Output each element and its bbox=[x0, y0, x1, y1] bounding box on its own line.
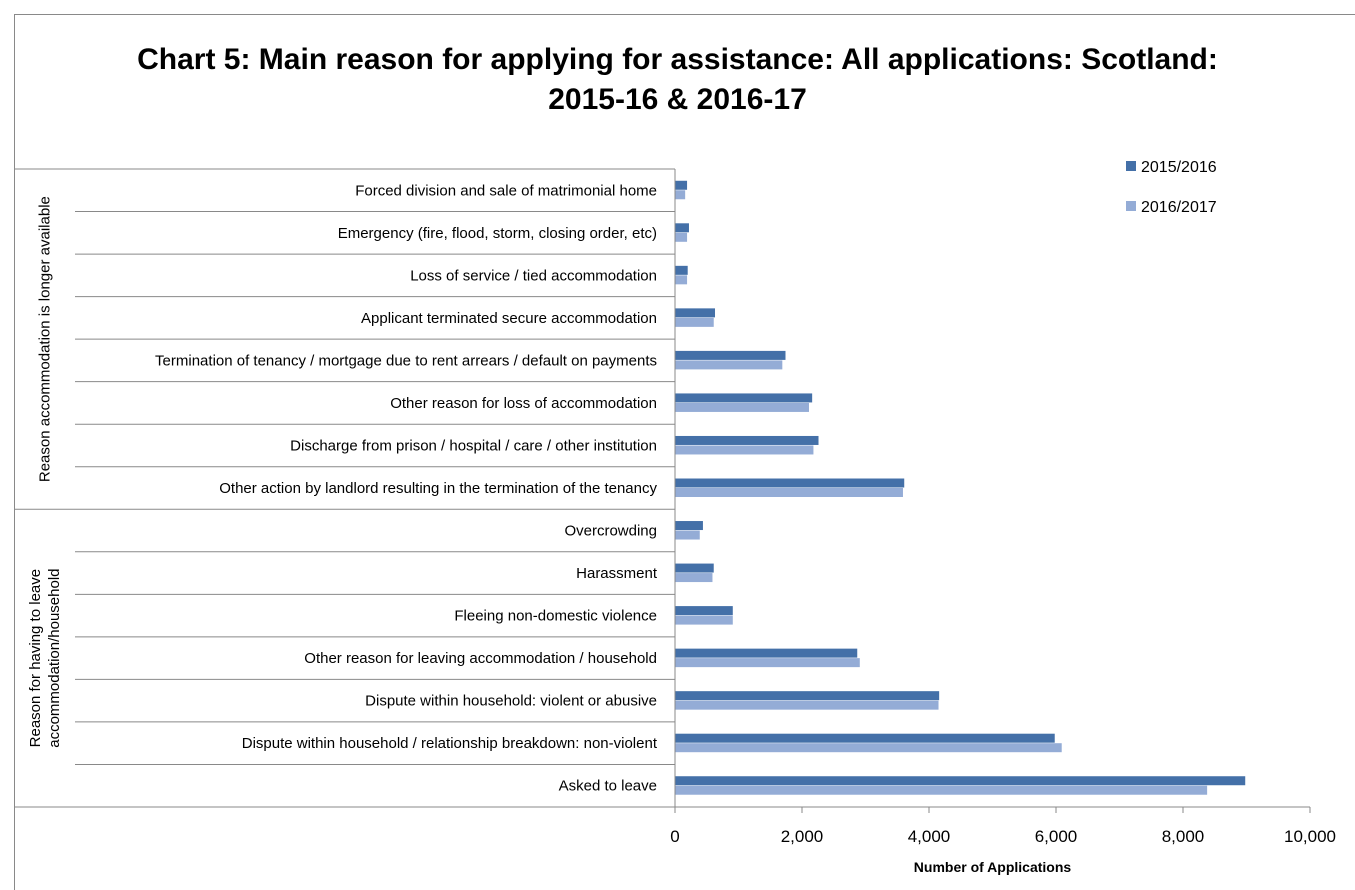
chart-title-line-1: Chart 5: Main reason for applying for as… bbox=[137, 43, 1218, 76]
bar-2016-2017 bbox=[675, 190, 686, 200]
x-tick-label: 2,000 bbox=[781, 827, 824, 846]
bar-2015-2016 bbox=[675, 776, 1246, 786]
chart-title-line-2: 2015-16 & 2016-17 bbox=[548, 83, 807, 116]
legend-swatch-2015-2016 bbox=[1126, 161, 1136, 171]
bar-2015-2016 bbox=[675, 393, 813, 403]
x-tick-label: 0 bbox=[670, 827, 679, 846]
bar-2015-2016 bbox=[675, 265, 688, 275]
category-label: Other reason for loss of accommodation bbox=[390, 395, 657, 412]
legend-swatch-2016-2017 bbox=[1126, 201, 1136, 211]
legend-label-2016-2017: 2016/2017 bbox=[1141, 199, 1217, 216]
category-label: Harassment bbox=[576, 565, 658, 582]
category-label: Dispute within household: violent or abu… bbox=[365, 693, 657, 710]
chart-frame bbox=[14, 14, 1355, 890]
category-label: Emergency (fire, flood, storm, closing o… bbox=[338, 225, 657, 242]
category-label: Dispute within household / relationship … bbox=[242, 735, 658, 752]
bar-2016-2017 bbox=[675, 232, 688, 242]
bar-2015-2016 bbox=[675, 350, 786, 360]
bar-2016-2017 bbox=[675, 785, 1208, 795]
bar-2016-2017 bbox=[675, 360, 783, 370]
group-label-no-longer-available: Reason accommodation is longer available bbox=[37, 196, 54, 482]
legend-label-2015-2016: 2015/2016 bbox=[1141, 159, 1217, 176]
bar-2016-2017 bbox=[675, 658, 860, 668]
category-label: Forced division and sale of matrimonial … bbox=[355, 182, 657, 199]
bar-2015-2016 bbox=[675, 308, 716, 318]
category-label: Applicant terminated secure accommodatio… bbox=[361, 310, 657, 327]
x-tick-label: 4,000 bbox=[908, 827, 951, 846]
bar-2016-2017 bbox=[675, 530, 700, 540]
bar-2016-2017 bbox=[675, 700, 939, 710]
x-tick-label: 10,000 bbox=[1284, 827, 1336, 846]
bar-2016-2017 bbox=[675, 445, 814, 455]
bar-2016-2017 bbox=[675, 743, 1062, 753]
bar-2015-2016 bbox=[675, 223, 689, 233]
bar-2016-2017 bbox=[675, 615, 733, 625]
category-label: Loss of service / tied accommodation bbox=[410, 267, 657, 284]
bar-2015-2016 bbox=[675, 563, 714, 573]
bar-2015-2016 bbox=[675, 733, 1055, 743]
bar-2015-2016 bbox=[675, 648, 858, 658]
bar-2016-2017 bbox=[675, 488, 903, 497]
bar-2015-2016 bbox=[675, 521, 703, 531]
group-label-having-to-leave: Reason for having to leave bbox=[27, 569, 44, 747]
category-label: Other reason for leaving accommodation /… bbox=[304, 650, 657, 667]
x-axis-title: Number of Applications bbox=[914, 859, 1072, 875]
bar-2016-2017 bbox=[675, 275, 688, 285]
category-label: Other action by landlord resulting in th… bbox=[219, 480, 657, 497]
bar-2016-2017 bbox=[675, 317, 714, 327]
x-tick-label: 8,000 bbox=[1162, 827, 1205, 846]
x-tick-label: 6,000 bbox=[1035, 827, 1078, 846]
category-label: Asked to leave bbox=[559, 778, 657, 795]
bar-2016-2017 bbox=[675, 573, 713, 583]
bar-2015-2016 bbox=[675, 691, 940, 701]
category-label: Discharge from prison / hospital / care … bbox=[290, 437, 657, 454]
bar-2016-2017 bbox=[675, 402, 809, 412]
category-label: Overcrowding bbox=[564, 523, 657, 540]
group-label-having-to-leave: accommodation/household bbox=[46, 568, 63, 747]
chart-title: Chart 5: Main reason for applying for as… bbox=[0, 40, 1355, 120]
bar-2015-2016 bbox=[675, 435, 819, 445]
category-label: Fleeing non-domestic violence bbox=[454, 608, 657, 625]
bar-2015-2016 bbox=[675, 478, 905, 488]
bar-2015-2016 bbox=[675, 180, 688, 190]
category-label: Termination of tenancy / mortgage due to… bbox=[155, 352, 657, 369]
bar-2015-2016 bbox=[675, 606, 733, 616]
